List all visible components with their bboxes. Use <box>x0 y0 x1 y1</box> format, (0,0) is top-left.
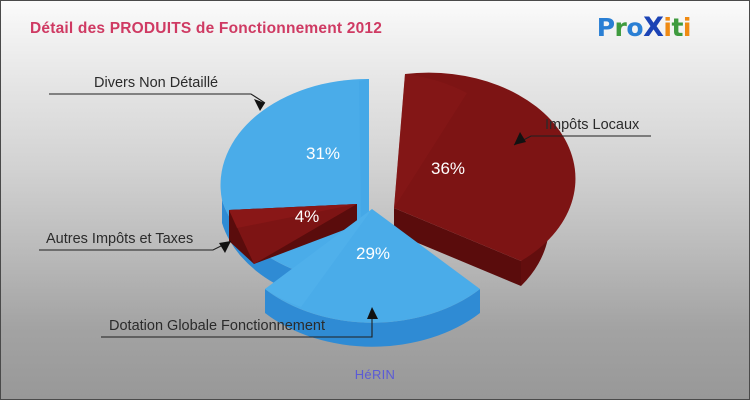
callout-impots-arrow <box>514 132 526 145</box>
callout-divers-non-detaille[interactable]: Divers Non Détaillé <box>49 75 266 111</box>
logo-letter-t: t <box>671 13 683 42</box>
pie-slice-autres-top-hl <box>229 204 357 228</box>
callout-divers-arrow <box>254 99 265 111</box>
pie-slice-dotation-side <box>265 289 480 347</box>
pie-slice-dotation-top-hl <box>265 209 372 307</box>
pie-slice-divers-percent: 31% <box>306 144 340 163</box>
callout-impots-label: Impôts Locaux <box>545 117 640 133</box>
logo-letter-p: P <box>596 13 615 42</box>
pie-slice-impots-top-hl <box>394 74 467 208</box>
callout-dotation-globale[interactable]: Dotation Globale Fonctionnement <box>101 307 378 338</box>
logo-letter-i1: i <box>663 13 672 42</box>
logo-letter-i2: i <box>682 13 692 42</box>
pie-slice-autres-impots-et-taxes[interactable]: 4% <box>229 204 357 264</box>
commune-name: HéRIN <box>354 367 396 382</box>
pie-slice-dotation-globale[interactable]: 29% <box>265 209 480 347</box>
callout-autres-arrow <box>219 241 231 253</box>
pie-slice-impots-locaux[interactable]: 36% <box>394 72 576 286</box>
callout-divers-label: Divers Non Détaillé <box>94 75 218 91</box>
callout-autres-impots-et-taxes[interactable]: Autres Impôts et Taxes <box>39 231 232 253</box>
pie-slice-impots-side <box>394 208 521 286</box>
callout-dotation-rule <box>101 313 373 338</box>
logo-letter-o: o <box>626 13 644 42</box>
callout-dotation-label: Dotation Globale Fonctionnement <box>109 318 325 334</box>
callout-impots-locaux[interactable]: Impôts Locaux <box>513 117 651 146</box>
callout-dotation-arrow <box>367 307 378 319</box>
proxiti-logo[interactable]: ProXiti <box>596 12 692 43</box>
pie-slice-dotation-percent: 29% <box>356 244 390 263</box>
callout-divers-rule <box>49 93 266 104</box>
callout-autres-label: Autres Impôts et Taxes <box>46 231 193 247</box>
page-title: Détail des PRODUITS de Fonctionnement 20… <box>30 20 383 37</box>
pie-slice-dotation-top <box>265 209 480 323</box>
pie-slice-autres-percent: 4% <box>295 207 320 226</box>
logo-letter-x: X <box>643 12 664 43</box>
logo-letter-r: r <box>614 13 627 42</box>
pie-slice-impots-percent: 36% <box>431 159 465 178</box>
